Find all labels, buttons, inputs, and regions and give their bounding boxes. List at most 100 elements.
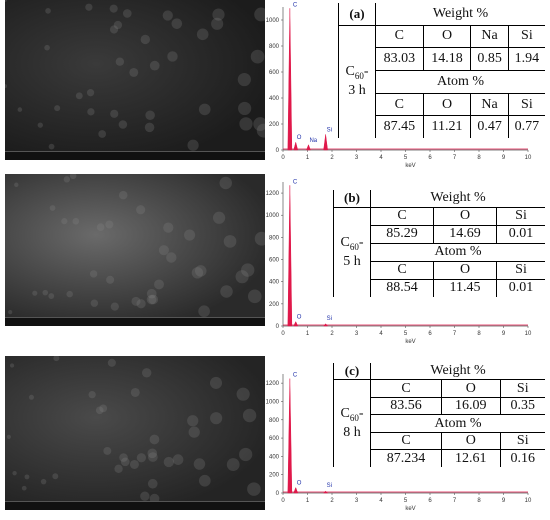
sem-particle (86, 89, 95, 97)
sample-time: 3 h (348, 82, 366, 98)
sample-element: C (345, 63, 355, 79)
sem-particle (198, 305, 210, 318)
x-axis-label: keV (405, 506, 415, 512)
x-tick-label: 1 (306, 331, 310, 337)
element-name: Si (499, 431, 545, 451)
sem-particle (42, 289, 49, 296)
sample-element: C (340, 234, 350, 250)
element-name: C (369, 379, 443, 398)
sem-particle (196, 28, 209, 41)
sem-particle (110, 302, 119, 311)
x-tick-label: 10 (525, 331, 532, 337)
sem-particle (250, 49, 265, 64)
sample-dash: - (363, 63, 369, 79)
sem-particle (210, 412, 223, 425)
element-name: Na (470, 24, 509, 49)
atom-value: 0.47 (470, 115, 509, 138)
element-name: O (441, 431, 501, 451)
atom-value: 12.61 (441, 449, 501, 467)
y-tick-label: 400 (269, 280, 280, 286)
table-row: 87.45 11.21 0.47 0.77 (339, 115, 545, 138)
panel-label: (b) (333, 190, 371, 208)
sample-dash: - (358, 234, 364, 250)
sem-particle (236, 387, 250, 401)
sem-particle (106, 275, 115, 284)
peak (287, 378, 293, 494)
sem-particle (130, 387, 140, 397)
weight-value: 1.94 (507, 47, 545, 71)
sample-time: 5 h (343, 253, 361, 269)
atom-value: 87.45 (375, 115, 424, 138)
x-tick-label: 6 (428, 331, 432, 337)
peak (287, 8, 293, 151)
atom-value: 0.77 (507, 115, 545, 138)
y-tick-label: 400 (269, 96, 280, 102)
sem-particle (99, 404, 108, 413)
sem-particle (219, 176, 233, 190)
y-tick-label: 1200 (266, 191, 280, 197)
x-tick-label: 9 (502, 155, 506, 161)
weight-value: 83.56 (369, 396, 443, 416)
table-row: 88.54 11.45 0.01 (334, 278, 545, 297)
x-tick-label: 10 (525, 498, 532, 504)
sem-particle (40, 478, 47, 485)
x-tick-label: 5 (404, 498, 408, 504)
sem-particle (191, 267, 204, 279)
sem-particle (238, 101, 252, 116)
table-row: C60- 3 h C O Na Si (338, 24, 545, 138)
x-tick-label: 10 (525, 155, 532, 161)
sem-particle (96, 223, 105, 231)
y-tick-label: 200 (269, 122, 280, 128)
panel-label: (a) (338, 3, 376, 26)
peak (322, 490, 329, 494)
x-tick-label: 3 (355, 155, 359, 161)
sem-particle (103, 446, 112, 455)
sem-particle (95, 406, 104, 415)
sem-particle (118, 120, 128, 129)
sem-particle (21, 485, 27, 491)
sem-particle (226, 458, 240, 471)
sem-texture (8, 174, 265, 318)
sem-particle (44, 44, 50, 51)
weight-title: Weight % (375, 3, 545, 26)
sem-particle (148, 452, 158, 462)
peak (293, 142, 299, 151)
sem-particle (241, 263, 255, 277)
sem-particle (8, 310, 13, 315)
atom-value: 0.01 (496, 278, 545, 297)
sem-particle (72, 217, 80, 225)
x-axis-label: keV (405, 163, 415, 169)
sem-particle (146, 294, 157, 305)
composition-table: (b) Weight % C60- 5 h C O Si 85.29 14.69 0.01 Atom… (333, 190, 545, 297)
sem-particle (146, 288, 157, 299)
x-tick-label: 6 (428, 155, 432, 161)
table-row: 83.56 16.09 0.35 (334, 396, 545, 416)
weight-value: 0.85 (470, 47, 509, 71)
weight-value: 83.03 (375, 47, 424, 71)
sem-particle (53, 356, 60, 362)
sem-particle (242, 408, 257, 423)
sem-particle (147, 478, 158, 489)
sem-particle (17, 107, 23, 112)
sem-particle (212, 8, 225, 21)
peak (323, 323, 329, 327)
sem-particle (145, 110, 155, 121)
sem-particle (193, 458, 206, 470)
y-tick-label: 0 (276, 148, 280, 154)
sem-particle (162, 10, 173, 21)
table-row: C O Na Si (339, 92, 545, 117)
sem-particle (115, 57, 125, 66)
peak (287, 185, 293, 327)
sem-particle (105, 220, 114, 229)
element-name: O (422, 24, 472, 49)
atom-value: 88.54 (370, 278, 434, 297)
x-tick-label: 3 (355, 498, 359, 504)
sem-particle (129, 67, 139, 77)
weight-value: 0.01 (496, 224, 545, 244)
sem-particle (167, 51, 178, 62)
sem-particle (85, 3, 93, 11)
sem-particle (247, 289, 262, 304)
peak (293, 486, 299, 494)
